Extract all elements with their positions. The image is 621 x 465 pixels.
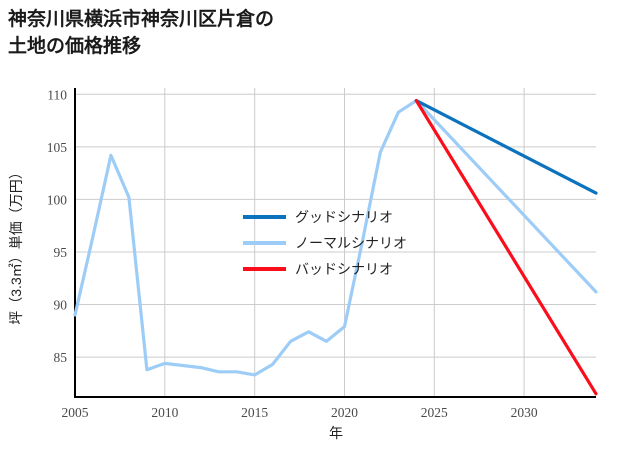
y-tick-label: 90 (54, 298, 68, 313)
chart-title: 神奈川県横浜市神奈川区片倉の 土地の価格推移 (8, 9, 275, 57)
x-tick-label: 2015 (241, 405, 268, 420)
series-line (414, 98, 598, 396)
y-axis-ticks-group: 85 90 95 100 105 110 (47, 87, 68, 365)
y-tick-label: 105 (47, 140, 68, 155)
series-group (73, 98, 598, 396)
gridlines-group (75, 88, 596, 397)
x-tick-label: 2030 (511, 405, 538, 420)
y-tick-label: 110 (47, 87, 67, 102)
legend-label: グッドシナリオ (295, 209, 393, 225)
x-axis-title: 年 (329, 425, 343, 441)
y-tick-label: 100 (47, 192, 68, 207)
x-tick-label: 2025 (421, 405, 448, 420)
y-tick-label: 85 (54, 350, 68, 365)
x-tick-label: 2020 (331, 405, 358, 420)
y-tick-label: 95 (54, 245, 68, 260)
x-tick-label: 2010 (151, 405, 178, 420)
series-line (414, 98, 598, 195)
axis-lines-group (74, 88, 596, 398)
x-tick-label: 2005 (62, 405, 89, 420)
x-axis-ticks-group: 2005 2010 2015 2020 2025 2030 (62, 405, 538, 420)
y-axis-title: 坪（3.3㎡）単価（万円） (8, 165, 24, 324)
legend-label: バッドシナリオ (295, 261, 393, 277)
series-line (73, 98, 598, 377)
legend-label: ノーマルシナリオ (295, 235, 407, 251)
